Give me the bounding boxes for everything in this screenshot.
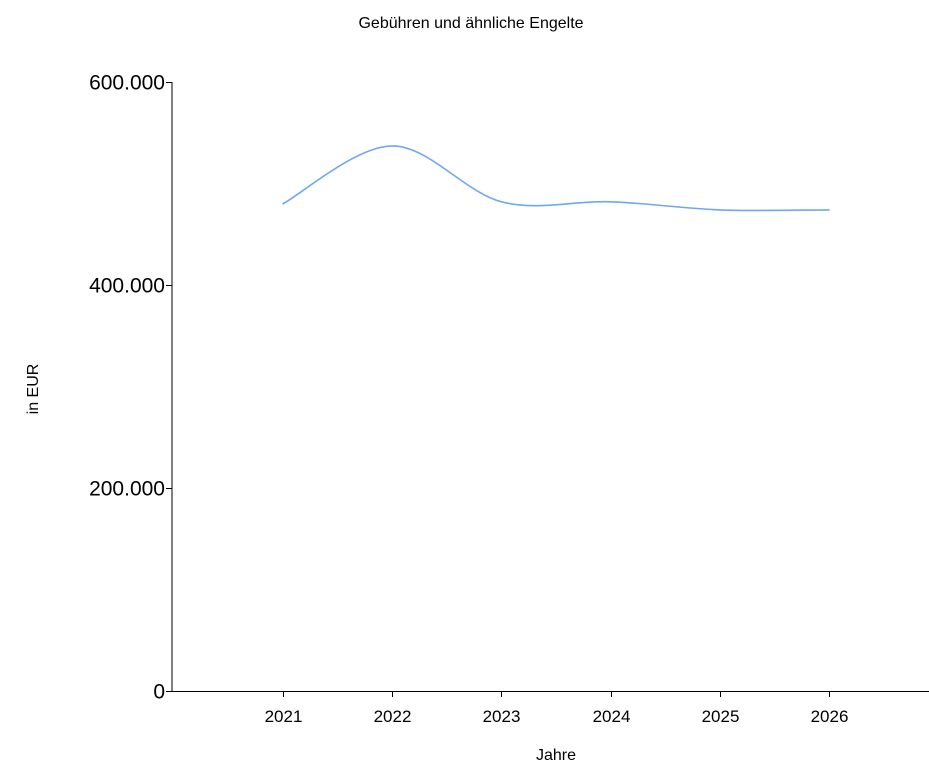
x-tick-label: 2023 xyxy=(483,707,521,726)
y-axis-label: in EUR xyxy=(25,364,42,415)
y-tick-label: 600.000 xyxy=(89,72,165,95)
x-axis-label: Jahre xyxy=(536,747,576,764)
x-tick-label: 2022 xyxy=(374,707,412,726)
x-axis: 2021 2022 2023 2024 2025 2026 xyxy=(172,691,929,726)
y-tick-label: 200.000 xyxy=(89,478,165,501)
x-tick-label: 2024 xyxy=(593,707,631,726)
y-tick-label: 400.000 xyxy=(89,275,165,298)
x-tick-label: 2021 xyxy=(265,707,303,726)
series-group xyxy=(282,145,830,212)
chart-title: Gebühren und ähnliche Engelte xyxy=(358,15,583,32)
x-tick-label: 2025 xyxy=(702,707,740,726)
y-tick-label: 0 xyxy=(153,681,165,704)
y-axis: 0 200.000 400.000 600.000 xyxy=(89,72,173,704)
series-line xyxy=(282,145,830,212)
x-tick-label: 2026 xyxy=(811,707,849,726)
